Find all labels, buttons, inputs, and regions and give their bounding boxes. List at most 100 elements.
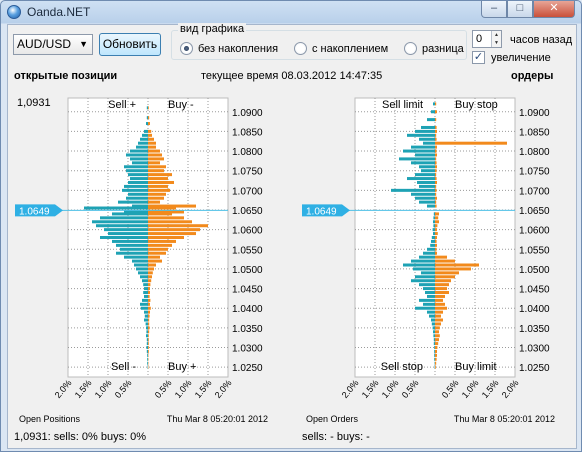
sell-bar	[417, 180, 435, 184]
buy-bar	[148, 298, 151, 302]
y-tick-label: 1.0750	[232, 167, 263, 178]
maximize-button[interactable]: □	[507, 1, 533, 18]
buy-bar	[148, 310, 150, 314]
current-time: текущее время 08.03.2012 14:47:35	[201, 70, 383, 82]
buy-bar	[435, 251, 437, 255]
quadrant-label: Sell -	[111, 361, 136, 373]
buy-bar	[435, 283, 449, 287]
buy-bar	[148, 283, 151, 287]
sell-bar	[124, 210, 148, 214]
buy-bar	[148, 206, 176, 210]
radio-difference[interactable]: разница	[404, 42, 464, 55]
buy-bar	[435, 177, 437, 181]
positions-title: открытые позиции	[14, 70, 118, 82]
y-tick-label: 1.0750	[519, 167, 550, 178]
x-tick-label: 1.5%	[480, 378, 501, 400]
client-area: AUD/USD ▼ Обновить вид графика без накоп…	[7, 23, 577, 449]
buy-bar	[148, 188, 170, 192]
radio-accumulation[interactable]: с накоплением	[294, 42, 388, 55]
y-tick-label: 1.0350	[519, 324, 550, 335]
buy-bar	[435, 129, 437, 133]
sell-bar	[104, 228, 148, 232]
y-tick-label: 1.0900	[232, 108, 263, 119]
buy-bar	[148, 302, 150, 306]
buy-bar	[148, 180, 174, 184]
sell-bar	[434, 349, 435, 353]
buy-bar	[435, 220, 439, 224]
buy-bar	[435, 353, 437, 357]
buy-bar	[435, 184, 437, 188]
title-bar[interactable]: Oanda.NET – □ ✕	[1, 1, 581, 23]
sell-bar	[142, 298, 148, 302]
buy-bar	[148, 192, 166, 196]
buy-bar	[148, 141, 156, 145]
sell-bar	[144, 129, 148, 133]
sell-bar	[431, 322, 435, 326]
buy-bar	[148, 232, 196, 236]
buy-bar	[148, 196, 164, 200]
buy-bar	[148, 216, 184, 220]
sell-bar	[108, 232, 148, 236]
buy-bar	[435, 275, 455, 279]
sell-bar	[419, 298, 435, 302]
spin-arrows-icon[interactable]: ▲ ▼	[491, 31, 501, 47]
minimize-button[interactable]: –	[481, 1, 507, 18]
close-button[interactable]: ✕	[533, 1, 575, 18]
orders-title: ордеры	[511, 70, 554, 82]
buy-bar	[435, 149, 437, 153]
refresh-button[interactable]: Обновить	[99, 33, 161, 56]
sell-bar	[132, 161, 148, 165]
sell-bar	[433, 334, 435, 338]
currency-pair-select[interactable]: AUD/USD ▼	[13, 34, 93, 55]
buy-bar	[435, 118, 437, 122]
buy-bar	[435, 239, 437, 243]
y-tick-label: 1.0850	[519, 127, 550, 138]
buy-bar	[148, 263, 156, 267]
zoom-checkbox[interactable]: ✓ увеличение	[472, 51, 551, 64]
y-tick-label: 1.0500	[519, 265, 550, 276]
sell-bar	[427, 204, 435, 208]
sell-bar	[138, 271, 148, 275]
buy-bar	[148, 145, 156, 149]
chart-mode-label: вид графика	[178, 23, 247, 35]
y-tick-label: 1.0450	[232, 285, 263, 296]
sell-bar	[431, 239, 435, 243]
buy-bar	[435, 153, 437, 157]
y-tick-label: 1.0250	[519, 363, 550, 374]
buy-bar	[148, 330, 150, 334]
x-tick-label: 1.0%	[380, 378, 401, 400]
chart-mode-group: вид графика без накопления с накоплением…	[171, 23, 467, 60]
x-tick-label: 1.5%	[360, 378, 381, 400]
sell-bar	[143, 291, 148, 295]
orders-chart: 1.0900 1.0850 1.0800 1.0750 1.0700 1.0650 1.06…	[302, 97, 555, 424]
buy-bar	[435, 216, 439, 220]
sell-bar	[434, 346, 435, 350]
sell-bar	[423, 302, 435, 306]
buy-bar	[148, 314, 150, 318]
sell-bar	[434, 357, 435, 361]
buy-bar	[435, 243, 437, 247]
sell-bar	[399, 157, 435, 161]
buy-bar	[435, 161, 437, 165]
currency-pair-value: AUD/USD	[17, 37, 72, 51]
buy-bar	[148, 161, 160, 165]
sell-bar	[147, 361, 148, 365]
y-tick-label: 1.0300	[232, 344, 263, 355]
y-tick-label: 1.0400	[519, 304, 550, 315]
radio-icon	[294, 42, 307, 55]
radio-no-accumulation[interactable]: без накопления	[180, 42, 278, 55]
sell-bar	[411, 192, 435, 196]
sell-bar	[431, 110, 435, 114]
sell-bar	[144, 287, 148, 291]
y-tick-label: 1.0650	[519, 206, 550, 217]
buy-bar	[435, 310, 443, 314]
sell-bar	[146, 334, 148, 338]
sell-bar	[423, 251, 435, 255]
buy-bar	[148, 255, 160, 259]
hours-ago-stepper[interactable]: 0 ▲ ▼	[472, 30, 502, 48]
sell-bar	[145, 322, 148, 326]
sell-bar	[146, 116, 148, 120]
buy-bar	[148, 129, 152, 133]
y-tick-label: 1.0450	[519, 285, 550, 296]
